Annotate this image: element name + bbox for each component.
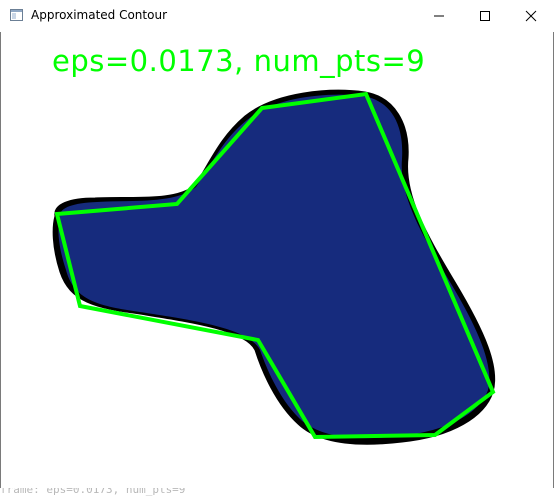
eps-overlay-text: eps=0.0173, num_pts=9	[52, 44, 426, 78]
maximize-icon	[480, 10, 490, 21]
title-bar[interactable]: Approximated Contour	[0, 0, 554, 32]
contour-canvas	[52, 89, 496, 445]
close-icon	[525, 10, 537, 21]
minimize-icon	[434, 15, 444, 16]
blob-shape	[58, 94, 490, 439]
status-strip: frame: eps=0.0173, num_pts=9	[0, 488, 554, 496]
close-button[interactable]	[508, 0, 554, 31]
image-canvas-area: eps=0.0173, num_pts=9 frame: eps=0.0173,…	[0, 32, 554, 496]
approx-polygon	[54, 91, 496, 440]
window-title: Approximated Contour	[31, 8, 167, 22]
status-text: frame: eps=0.0173, num_pts=9	[0, 488, 186, 496]
opencv-window-icon	[10, 9, 23, 21]
maximize-button[interactable]	[462, 0, 508, 31]
minimize-button[interactable]	[416, 0, 462, 31]
